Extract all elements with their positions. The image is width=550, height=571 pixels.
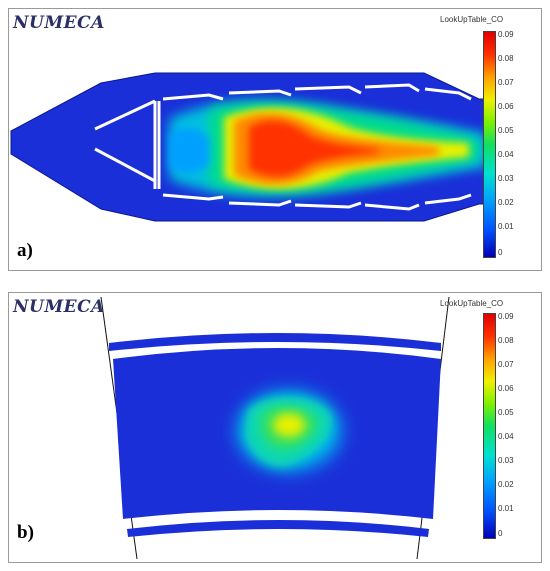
- legend-tick: 0.03: [498, 456, 514, 465]
- combustor-section-field: [10, 72, 490, 222]
- panel-label-a: a): [17, 240, 33, 261]
- legend-tick: 0.01: [498, 504, 514, 513]
- legend-tick: 0.08: [498, 54, 514, 63]
- legend-tick: 0.07: [498, 78, 514, 87]
- numeca-logo-text: NUMECA: [13, 13, 105, 33]
- legend-tick: 0.02: [498, 480, 514, 489]
- legend-tick: 0.06: [498, 384, 514, 393]
- legend-tick: 0.08: [498, 336, 514, 345]
- legend-tick: 0.09: [498, 30, 514, 39]
- color-scale-bar: [483, 31, 496, 258]
- co-hotspot: [237, 391, 341, 471]
- color-scale-bar: [483, 313, 496, 539]
- co-concentration-field: [169, 101, 487, 195]
- cross-section-field: [100, 296, 450, 560]
- legend-tick: 0.05: [498, 126, 514, 135]
- panel-a: NUMECA LookUpTable_CO 0.09 0.08 0.07 0.0…: [8, 8, 542, 271]
- legend-title: LookUpTable_CO: [440, 15, 504, 24]
- legend-tick: 0.03: [498, 174, 514, 183]
- legend-tick: 0.02: [498, 198, 514, 207]
- legend-tick: 0.06: [498, 102, 514, 111]
- legend-title: LookUpTable_CO: [440, 299, 504, 308]
- panel-b: NUMECA LookUpTable_CO 0.09 0.08 0.07 0.0…: [8, 292, 542, 563]
- combustor-liner-walls: [94, 83, 472, 211]
- outer-casing-band: [109, 333, 441, 351]
- legend-tick: 0.09: [498, 312, 514, 321]
- legend-tick: 0.04: [498, 432, 514, 441]
- inner-casing-band: [127, 520, 429, 537]
- legend-tick: 0: [498, 248, 503, 257]
- legend-tick: 0.01: [498, 222, 514, 231]
- panel-label-b: b): [17, 522, 34, 543]
- legend-tick: 0.04: [498, 150, 514, 159]
- legend-tick: 0: [498, 529, 503, 538]
- legend-tick: 0.07: [498, 360, 514, 369]
- legend-tick: 0.05: [498, 408, 514, 417]
- numeca-logo-text: NUMECA: [13, 297, 105, 317]
